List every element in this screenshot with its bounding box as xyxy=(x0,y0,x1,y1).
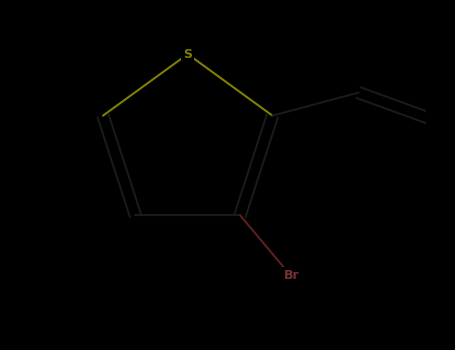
Text: S: S xyxy=(183,48,192,61)
Text: Br: Br xyxy=(283,269,299,282)
